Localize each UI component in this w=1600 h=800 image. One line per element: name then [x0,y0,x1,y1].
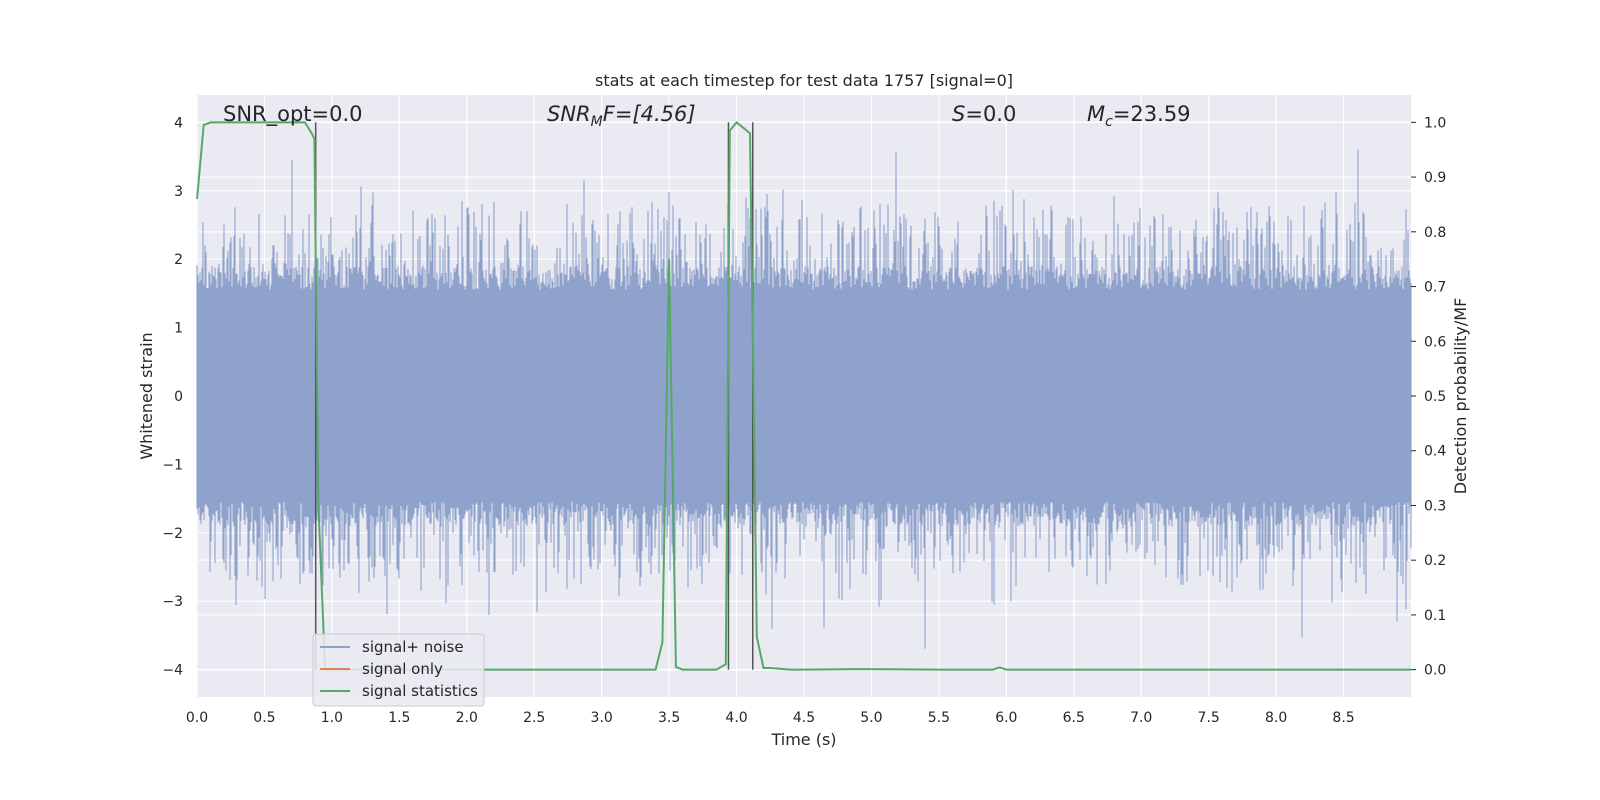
legend-label-signal-noise: signal+ noise [362,638,464,656]
snr-opt-annotation: SNR_opt=0.0 [223,102,363,127]
x-tick-label: 8.0 [1265,710,1287,726]
legend-label-signal-statistics: signal statistics [362,682,478,700]
mc-symbol: M [1087,102,1105,126]
y-right-tick-label: 0.3 [1424,498,1446,514]
x-tick-label: 0.5 [253,710,275,726]
x-tick-label: 4.5 [793,710,815,726]
y-left-tick-label: 2 [174,252,183,268]
x-tick-labels: 0.0 0.5 1.0 1.5 2.0 2.5 3.0 3.5 4.0 4.5 5.0 5.5 6.0 6… [186,710,1355,726]
y-right-tick-label: 1.0 [1424,115,1446,131]
x-tick-label: 1.0 [321,710,343,726]
chart-title: stats at each timestep for test data 175… [595,71,1013,90]
x-tick-label: 2.5 [523,710,545,726]
x-tick-label: 2.0 [456,710,478,726]
s-annotation: S=0.0 [952,102,1016,126]
y-right-tick-label: 0.7 [1424,280,1446,296]
mc-value: =23.59 [1113,102,1191,126]
x-tick-label: 7.5 [1198,710,1220,726]
y-left-tick-labels: 4 3 2 1 0 −1 −2 −3 −4 [162,115,183,678]
y-left-tick-label: −3 [162,594,183,610]
x-tick-label: 3.0 [591,710,613,726]
mc-annotation: Mc=23.59 [1087,102,1191,130]
y-right-tick-label: 0.8 [1424,225,1446,241]
y-right-tick-label: 0.0 [1424,663,1446,679]
x-tick-label: 7.0 [1130,710,1152,726]
y-right-tick-labels: 1.0 0.9 0.8 0.7 0.6 0.5 0.4 0.3 0.2 0.1 0.0 [1411,115,1446,679]
legend-label-signal-only: signal only [362,660,443,678]
snr-mf-prefix: SNR [547,102,591,126]
y-left-axis-label: Whitened strain [137,332,156,459]
y-left-tick-label: −1 [162,457,183,473]
y-right-tick-label: 0.2 [1424,553,1446,569]
snr-mf-subscript: M [591,114,603,130]
x-tick-label: 4.0 [725,710,747,726]
signal-noise-line [196,149,1412,649]
s-symbol: S [952,102,965,126]
signal-statistics-series [196,121,1411,671]
x-axis-label: Time (s) [770,730,836,749]
mc-subscript: c [1105,114,1113,130]
y-right-tick-label: 0.4 [1424,444,1446,460]
y-right-tick-label: 0.9 [1424,170,1446,186]
x-tick-label: 8.5 [1332,710,1354,726]
y-right-tick-label: 0.6 [1424,334,1446,350]
y-left-tick-label: 0 [174,389,183,405]
snr-mf-annotation: SNRMF=[4.56] [547,102,696,130]
signal-noise-series [196,149,1412,649]
legend-box [312,633,485,707]
x-tick-label: 1.5 [388,710,410,726]
y-left-tick-label: 3 [174,184,183,200]
y-left-tick-label: −4 [162,663,183,679]
s-value: =0.0 [965,102,1016,126]
y-left-tick-label: 1 [174,321,183,337]
y-right-axis-label: Detection probability/MF [1451,298,1470,495]
y-left-tick-label: −2 [162,526,183,542]
y-right-tick-label: 0.1 [1424,608,1446,624]
x-tick-label: 3.5 [658,710,680,726]
signal-statistics-line [196,121,1411,671]
x-tick-label: 6.0 [995,710,1017,726]
x-tick-label: 6.5 [1063,710,1085,726]
y-left-tick-label: 4 [174,115,183,131]
legend: signal+ noise signal only signal statist… [312,633,485,707]
y-right-tick-label: 0.5 [1424,389,1446,405]
snr-mf-suffix: F=[4.56] [603,102,696,126]
x-tick-label: 0.0 [186,710,208,726]
x-tick-label: 5.5 [928,710,950,726]
x-tick-label: 5.0 [860,710,882,726]
